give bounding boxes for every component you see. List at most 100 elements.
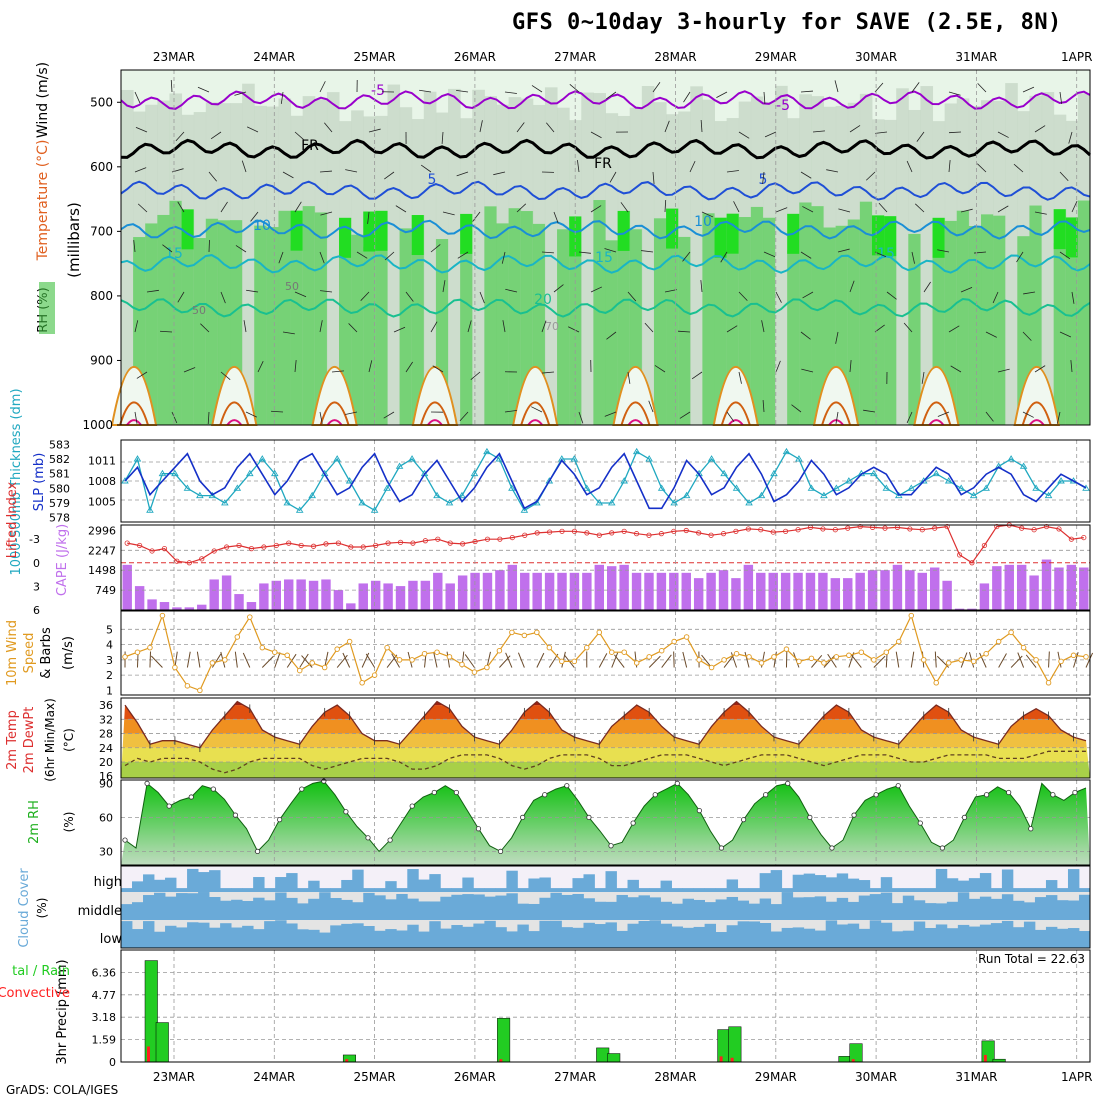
cloud-cell: [990, 888, 1003, 892]
wind-speed-marker: [509, 629, 515, 636]
lifted-index-marker: [422, 538, 428, 544]
wind-speed-marker: [883, 649, 890, 655]
cloud-cell: [517, 888, 529, 892]
cloud-cell: [220, 888, 232, 892]
cape-bar: [308, 580, 319, 610]
rh-moist-column: [908, 233, 921, 425]
isotherm-label: 70: [545, 320, 559, 333]
cape-bar: [507, 564, 518, 610]
wind-barb: [866, 171, 876, 181]
li-tick: 3: [33, 580, 40, 593]
wind-speed-marker: [309, 660, 315, 666]
thickness-marker: [732, 484, 741, 491]
cloud-cell: [638, 888, 650, 892]
wind-barb: [874, 82, 884, 93]
thickness-marker: [944, 477, 953, 484]
rh-marker: [564, 783, 570, 789]
cape-bar: [830, 578, 841, 610]
thickness-marker: [183, 484, 192, 491]
wind-barb: [245, 411, 258, 418]
cloud-cell: [165, 925, 177, 948]
lifted-index-marker: [186, 560, 192, 566]
wind-barb: [683, 91, 691, 103]
isotherm-label: 20: [534, 292, 552, 308]
wind-barb: [606, 331, 617, 340]
isotherm-35: [319, 401, 350, 426]
rh-moist-column: [496, 223, 510, 425]
cloud-cell: [121, 904, 133, 920]
wind-speed-marker: [621, 649, 627, 655]
lifted-index-marker: [397, 539, 404, 545]
rh-column: [423, 91, 437, 426]
wind-speed-marker: [1020, 644, 1027, 651]
cloud-cell: [924, 927, 937, 948]
rh-column: [387, 84, 401, 426]
temp-label-3: (6hr Min/Max): [43, 698, 57, 782]
wind-barb: [911, 251, 915, 264]
wind-barb: [479, 120, 483, 133]
wind-speed-marker: [721, 657, 727, 663]
wind-speed-marker: [808, 655, 815, 662]
temp-band: [121, 762, 1090, 778]
wind-barb: [531, 406, 543, 413]
cloud-cell: [506, 893, 518, 920]
cape-bar: [743, 564, 754, 610]
cloud-cell: [594, 901, 606, 920]
cloud-cell: [1012, 900, 1025, 920]
precip-convective-bar: [851, 1059, 855, 1062]
wind-barb: [384, 171, 395, 180]
cloud-cell: [913, 921, 926, 948]
wind-barb: [270, 410, 284, 413]
wind-barb: [849, 280, 855, 293]
wind-tick: 2: [106, 669, 113, 682]
rh-moist-column: [484, 206, 497, 425]
wind-speed-marker: [596, 629, 603, 636]
thickness-marker: [670, 499, 678, 506]
surface-wind-barb: [433, 651, 438, 668]
surface-wind-barb: [723, 654, 735, 668]
wind-barb: [541, 251, 554, 254]
cloud-cell: [1001, 869, 1014, 892]
pressure-tick: 900: [90, 353, 113, 367]
rh-moist-column: [787, 250, 800, 425]
wind-speed-marker: [172, 664, 178, 671]
isotherm-35: [921, 401, 952, 426]
rh-marker: [652, 792, 658, 798]
thickness-marker: [370, 506, 379, 513]
rh-marker: [166, 803, 172, 809]
surface-wind-barb: [391, 653, 401, 668]
wind-speed-marker: [147, 644, 153, 651]
cloud-cell: [1056, 888, 1069, 892]
wind-barb: [878, 202, 888, 213]
cloud-cell: [748, 903, 761, 920]
date-label-top: 27MAR: [554, 50, 596, 64]
wind-barb: [135, 126, 148, 133]
thickness-marker: [196, 491, 204, 499]
wind-barb: [762, 171, 765, 184]
isotherm-label: 10: [694, 214, 712, 230]
rh-area: [121, 781, 1090, 865]
wind-barb: [977, 163, 987, 173]
cloud-cell: [264, 921, 276, 948]
cloud-cell: [242, 925, 254, 948]
wind-speed-marker: [921, 657, 927, 663]
wind-barb: [738, 291, 748, 301]
wind-barb: [420, 164, 432, 173]
rh-marker: [475, 826, 482, 832]
wind-barb: [501, 251, 506, 264]
cloud-cell: [330, 898, 342, 920]
wind-speed-marker: [234, 634, 241, 640]
thickness-tick: 580: [49, 482, 70, 495]
cloud-cell: [396, 930, 408, 948]
wind-barb: [505, 288, 518, 293]
cloud-cell: [352, 902, 364, 920]
thickness-marker: [358, 499, 366, 506]
cloud-cell: [462, 926, 474, 948]
wind-barb: [134, 320, 139, 333]
wind-barb: [568, 326, 580, 333]
rh-marker: [785, 780, 791, 787]
precip-convective-bar: [719, 1056, 723, 1062]
rh-marker: [144, 780, 150, 787]
wind-barb: [578, 411, 584, 424]
wind-barb: [590, 131, 602, 139]
